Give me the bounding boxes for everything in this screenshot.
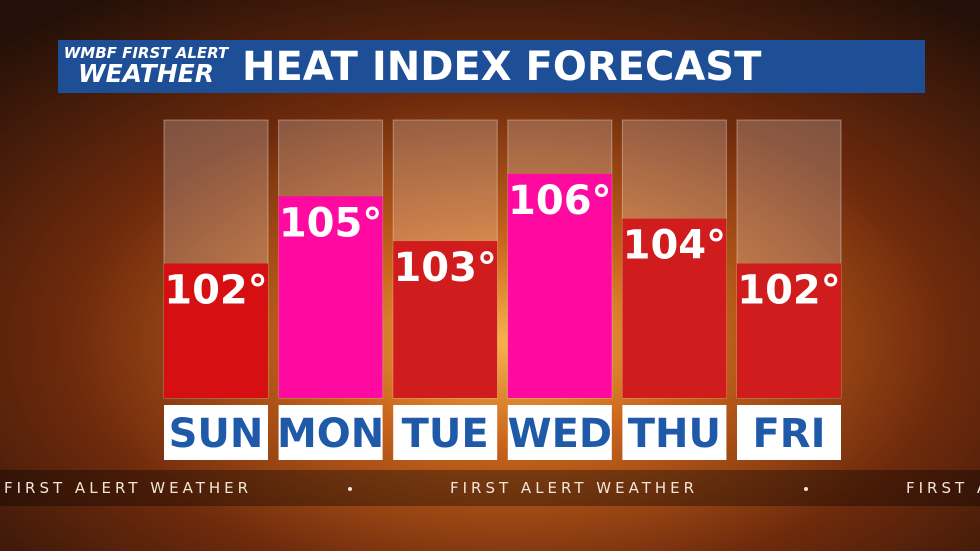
- logo-bottom: WEATHER: [78, 59, 214, 88]
- day-box: [737, 405, 841, 460]
- bar: [737, 263, 841, 398]
- x-tick-label: THU: [628, 411, 721, 457]
- value-label: 104°: [623, 223, 727, 269]
- bar: [507, 173, 612, 398]
- ticker-text: FIRST ALERT WEATHER: [4, 479, 252, 497]
- logo-top: WMBF FIRST ALERT: [64, 44, 230, 62]
- value-label: 102°: [737, 268, 841, 314]
- ticker-text: FIRST ALERT WEATHER: [906, 479, 980, 497]
- day-box: [164, 405, 268, 460]
- x-tick-label: FRI: [752, 411, 825, 457]
- day-box: [393, 405, 498, 460]
- ticker-dot: [348, 487, 352, 491]
- day-box: [622, 405, 727, 460]
- x-tick-label: MON: [277, 411, 384, 457]
- x-tick-label: TUE: [402, 411, 489, 457]
- value-label: 103°: [393, 245, 497, 291]
- x-tick-label: WED: [507, 411, 612, 457]
- value-label: 102°: [164, 268, 268, 314]
- value-label: 105°: [279, 200, 383, 246]
- bar: [393, 241, 498, 398]
- header-bar: [58, 40, 925, 93]
- bar: [278, 196, 383, 398]
- day-box: [278, 405, 383, 460]
- bar: [164, 263, 268, 398]
- bar: [622, 218, 727, 398]
- day-box: [507, 405, 612, 460]
- value-label: 106°: [508, 178, 612, 224]
- chart-title: HEAT INDEX FORECAST: [242, 44, 762, 90]
- ticker-dot: [804, 487, 808, 491]
- ticker-bar: [0, 470, 980, 506]
- ticker-text: FIRST ALERT WEATHER: [450, 479, 698, 497]
- x-tick-label: SUN: [169, 411, 264, 457]
